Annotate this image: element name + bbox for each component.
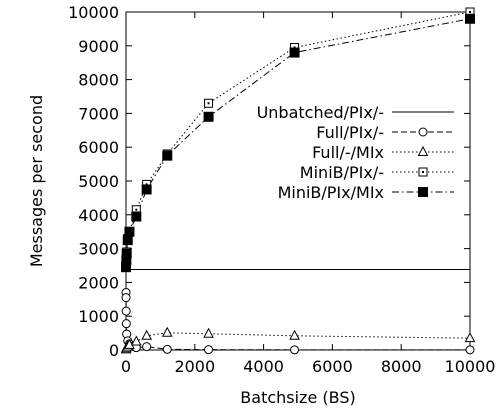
- point-full-pix: [204, 345, 214, 355]
- point-full-pix: [465, 345, 475, 355]
- y-tick-label: 8000: [78, 71, 119, 90]
- series-line-full-mix: [125, 332, 471, 350]
- point-minib-pix-dot: [145, 183, 148, 186]
- x-tick-label: 8000: [381, 357, 422, 376]
- legend-marker-full-pix: [418, 127, 428, 137]
- x-tick-label: 4000: [243, 357, 284, 376]
- point-full-mix: [464, 332, 476, 343]
- legend-marker-full-mix: [417, 145, 429, 156]
- point-minib-pix-mix: [203, 111, 214, 122]
- y-tick-label: 5000: [78, 172, 119, 191]
- x-axis-title: Batchsize (BS): [240, 388, 355, 407]
- axis-ticks: 0 1000 2000 3000 4000 5000 6000 7000 8000 9000 100…: [68, 3, 495, 376]
- point-full-mix: [130, 335, 142, 346]
- point-full-pix: [162, 344, 172, 354]
- y-tick-label: 7000: [78, 104, 119, 123]
- point-minib-pix-dot: [207, 102, 210, 105]
- series-markers: [120, 7, 476, 355]
- legend-bg: [232, 122, 460, 141]
- y-axis-title: Messages per second: [27, 95, 46, 267]
- legend-bg: [232, 102, 460, 121]
- y-tick-label: 1000: [78, 307, 119, 326]
- legend-label-unbatched-pix: Unbatched/PIx/-: [257, 103, 384, 122]
- legend-marker-minib-pix: [418, 167, 428, 177]
- point-full-pix: [121, 306, 131, 316]
- point-minib-pix-mix: [124, 226, 135, 237]
- legend-label-full-mix: Full/-/MIx: [312, 143, 384, 162]
- y-tick-label: 6000: [78, 138, 119, 157]
- point-minib-pix: [204, 98, 214, 108]
- point-minib-pix-mix: [162, 150, 173, 161]
- legend-label-minib-pix-mix: MiniB/PIx/MIx: [278, 183, 384, 202]
- point-minib-pix-mix: [141, 184, 152, 195]
- y-tick-label: 3000: [78, 240, 119, 259]
- x-tick-label: 10000: [445, 357, 496, 376]
- point-full-mix: [141, 329, 152, 340]
- legend-bg: [232, 162, 460, 181]
- x-tick-label: 6000: [312, 357, 353, 376]
- point-minib-pix-dot: [293, 46, 296, 49]
- point-minib-pix-mix: [122, 235, 133, 246]
- legend-label-full-pix: Full/PIx/-: [316, 123, 384, 142]
- legend-label-minib-pix: MiniB/PIx/-: [300, 163, 384, 182]
- point-full-pix: [290, 345, 300, 355]
- x-tick-label: 2000: [174, 357, 215, 376]
- series-line-full-pix: [125, 292, 470, 351]
- point-minib-pix-mix: [289, 47, 300, 58]
- legend-bg: [232, 142, 460, 161]
- point-minib-pix-dot: [135, 208, 138, 211]
- point-full-mix: [203, 327, 214, 338]
- y-tick-label: 9000: [78, 37, 119, 56]
- y-tick-label: 0: [109, 341, 119, 360]
- y-tick-label: 2000: [78, 273, 119, 292]
- point-full-pix: [121, 293, 131, 303]
- point-minib-pix-dot: [469, 11, 471, 13]
- legend: Unbatched/PIx/-Full/PIx/-Full/-/MIxMiniB…: [232, 102, 460, 202]
- point-full-pix: [121, 319, 131, 329]
- y-tick-label: 10000: [68, 3, 119, 22]
- x-tick-label: 0: [121, 357, 131, 376]
- point-full-mix: [161, 326, 173, 337]
- y-tick-label: 4000: [78, 206, 119, 225]
- point-full-pix: [142, 342, 152, 352]
- point-full-mix: [124, 338, 135, 349]
- legend-marker-minib-pix-mix: [418, 187, 428, 197]
- point-minib-pix-mix: [121, 248, 132, 259]
- legend-marker-minib-pix-dot: [422, 171, 424, 173]
- legend-bg: [232, 182, 460, 201]
- point-minib-pix-mix: [465, 13, 475, 24]
- point-minib-pix-mix: [131, 211, 142, 222]
- point-full-mix: [289, 329, 300, 340]
